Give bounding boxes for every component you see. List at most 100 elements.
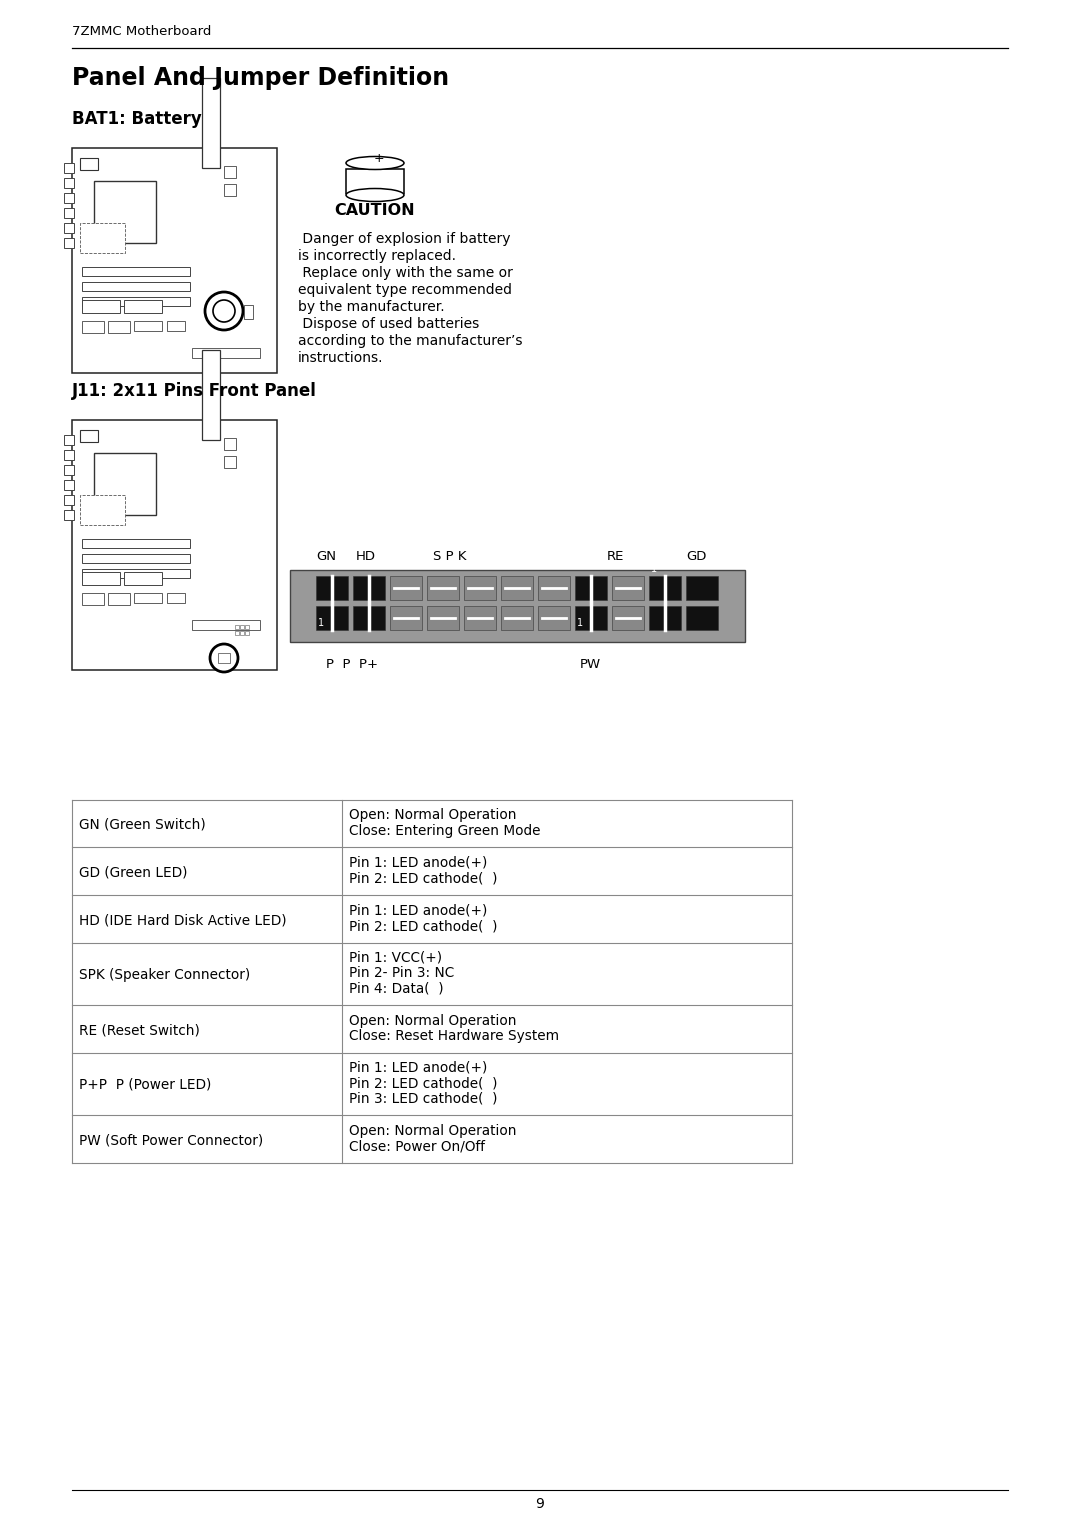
Text: HD: HD — [356, 550, 376, 562]
Bar — [224, 167, 237, 177]
Bar — [108, 321, 130, 333]
Bar — [575, 607, 607, 630]
Bar — [64, 208, 75, 219]
Text: RE: RE — [607, 550, 624, 562]
Bar — [538, 576, 570, 601]
Bar — [82, 571, 120, 585]
Text: Pin 4: Data(  ): Pin 4: Data( ) — [349, 983, 444, 996]
Circle shape — [205, 292, 243, 330]
Bar — [192, 620, 260, 630]
Bar — [649, 607, 681, 630]
Ellipse shape — [346, 156, 404, 170]
Bar — [64, 193, 75, 203]
Bar — [224, 455, 237, 468]
Bar — [64, 510, 75, 520]
Text: is incorrectly replaced.: is incorrectly replaced. — [298, 249, 456, 263]
Text: +: + — [374, 153, 384, 165]
Text: HD (IDE Hard Disk Active LED): HD (IDE Hard Disk Active LED) — [79, 914, 286, 927]
Bar — [218, 652, 230, 663]
Text: Pin 1: LED anode(+): Pin 1: LED anode(+) — [349, 903, 487, 917]
Text: Open: Normal Operation: Open: Normal Operation — [349, 808, 516, 822]
Bar — [64, 163, 75, 173]
Text: Panel And Jumper Definition: Panel And Jumper Definition — [72, 66, 449, 90]
Text: GN: GN — [316, 550, 336, 562]
Bar — [124, 299, 162, 313]
Bar — [82, 321, 104, 333]
Text: J11: 2x11 Pins Front Panel: J11: 2x11 Pins Front Panel — [72, 382, 316, 400]
Bar — [612, 576, 644, 601]
Text: 1: 1 — [318, 617, 324, 628]
Bar — [82, 267, 190, 277]
Bar — [64, 495, 75, 504]
Text: PW: PW — [580, 659, 602, 671]
Text: Open: Normal Operation: Open: Normal Operation — [349, 1013, 516, 1027]
Text: CAUTION: CAUTION — [335, 203, 416, 219]
Bar — [64, 223, 75, 232]
Ellipse shape — [346, 188, 404, 202]
Text: 1: 1 — [651, 564, 657, 575]
Text: 1: 1 — [577, 617, 583, 628]
Bar — [202, 78, 220, 168]
Text: Pin 3: LED cathode(  ): Pin 3: LED cathode( ) — [349, 1091, 498, 1106]
Bar — [240, 625, 244, 630]
Bar — [82, 299, 120, 313]
Bar — [345, 194, 405, 202]
Bar — [464, 576, 496, 601]
Bar — [353, 607, 384, 630]
Bar — [72, 420, 276, 669]
Bar — [346, 170, 404, 202]
Circle shape — [213, 299, 235, 322]
Bar — [64, 480, 75, 490]
Bar — [464, 607, 496, 630]
Text: Pin 1: LED anode(+): Pin 1: LED anode(+) — [349, 856, 487, 869]
Bar — [167, 321, 185, 332]
Bar — [202, 350, 220, 440]
Bar — [501, 576, 534, 601]
Text: according to the manufacturer’s: according to the manufacturer’s — [298, 335, 523, 348]
Text: P+P  P (Power LED): P+P P (Power LED) — [79, 1077, 212, 1093]
Bar — [316, 607, 348, 630]
Text: PW (Soft Power Connector): PW (Soft Power Connector) — [79, 1132, 264, 1148]
Text: Pin 1: LED anode(+): Pin 1: LED anode(+) — [349, 1060, 487, 1074]
Bar — [134, 321, 162, 332]
Bar — [538, 607, 570, 630]
Bar — [80, 429, 98, 442]
Bar — [501, 607, 534, 630]
Text: Close: Reset Hardware System: Close: Reset Hardware System — [349, 1028, 559, 1044]
Bar — [134, 593, 162, 604]
Bar — [94, 180, 156, 243]
Bar — [427, 607, 459, 630]
Bar — [686, 576, 718, 601]
Bar — [235, 631, 239, 636]
Bar — [64, 177, 75, 188]
Text: Open: Normal Operation: Open: Normal Operation — [349, 1123, 516, 1137]
Bar — [82, 568, 190, 578]
Bar — [353, 576, 384, 601]
Text: GN (Green Switch): GN (Green Switch) — [79, 817, 206, 831]
Text: Close: Power On/Off: Close: Power On/Off — [349, 1138, 485, 1154]
Bar — [291, 570, 745, 642]
Bar — [108, 593, 130, 605]
Circle shape — [210, 643, 238, 672]
Bar — [167, 593, 185, 604]
Bar — [244, 306, 253, 319]
Bar — [192, 348, 260, 358]
Text: 9: 9 — [536, 1497, 544, 1511]
Bar — [82, 283, 190, 290]
Bar — [64, 435, 75, 445]
Bar — [82, 296, 190, 306]
Bar — [80, 495, 125, 526]
Text: GD (Green LED): GD (Green LED) — [79, 865, 188, 879]
Bar — [80, 157, 98, 170]
Bar — [124, 571, 162, 585]
Bar — [224, 183, 237, 196]
Bar — [575, 576, 607, 601]
Text: equivalent type recommended: equivalent type recommended — [298, 283, 512, 296]
Bar — [82, 539, 190, 549]
Text: Pin 1: VCC(+): Pin 1: VCC(+) — [349, 950, 442, 964]
Bar — [64, 465, 75, 475]
Text: Dispose of used batteries: Dispose of used batteries — [298, 316, 480, 332]
Text: Pin 2: LED cathode(  ): Pin 2: LED cathode( ) — [349, 918, 498, 934]
Text: Pin 2: LED cathode(  ): Pin 2: LED cathode( ) — [349, 1076, 498, 1091]
Bar — [612, 607, 644, 630]
